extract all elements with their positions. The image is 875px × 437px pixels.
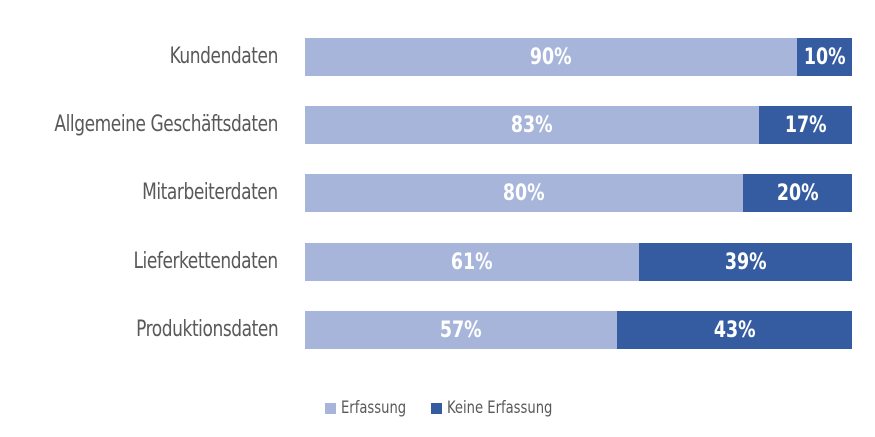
legend-label: Keine Erfassung (446, 398, 553, 418)
legend-label: Erfassung (341, 398, 407, 418)
bar-row: Lieferkettendaten 61% 39% (0, 243, 875, 281)
data-label: 39% (724, 249, 767, 275)
data-label: 83% (511, 112, 553, 138)
legend-swatch-icon (430, 402, 442, 414)
bar-segment-erfassung: 83% (305, 106, 759, 144)
stacked-bar: 83% 17% (305, 106, 852, 144)
data-label: 20% (776, 180, 819, 206)
bar-segment-erfassung: 57% (305, 311, 617, 349)
bar-row: Produktionsdaten 57% 43% (0, 311, 875, 349)
category-label: Mitarbeiterdaten (142, 180, 278, 205)
data-label: 17% (784, 112, 827, 138)
bar-row: Kundendaten 90% 10% (0, 38, 875, 76)
category-label: Produktionsdaten (135, 317, 279, 342)
bar-segment-keine-erfassung: 10% (797, 38, 852, 76)
category-label: Allgemeine Geschäftsdaten (54, 112, 278, 137)
bar-row: Mitarbeiterdaten 80% 20% (0, 174, 875, 212)
legend-item-erfassung: Erfassung (325, 398, 417, 418)
stacked-bar: 57% 43% (305, 311, 852, 349)
data-label: 90% (530, 44, 572, 70)
data-label: 43% (713, 317, 756, 343)
bar-segment-erfassung: 90% (305, 38, 798, 76)
stacked-bar: 90% 10% (305, 38, 852, 76)
chart-legend: Erfassung Keine Erfassung (325, 397, 583, 419)
bar-row: Allgemeine Geschäftsdaten 83% 17% (0, 106, 875, 144)
bar-segment-erfassung: 61% (305, 243, 639, 281)
bar-segment-keine-erfassung: 20% (742, 174, 852, 212)
category-label: Kundendaten (169, 44, 279, 69)
stacked-bar: 80% 20% (305, 174, 852, 212)
category-label: Lieferkettendaten (133, 249, 279, 274)
data-label: 57% (440, 317, 482, 343)
data-label: 10% (803, 44, 846, 70)
bar-segment-erfassung: 80% (305, 174, 743, 212)
legend-item-keine-erfassung: Keine Erfassung (430, 398, 570, 418)
stacked-bar: 61% 39% (305, 243, 852, 281)
bar-segment-keine-erfassung: 43% (616, 311, 852, 349)
bar-segment-keine-erfassung: 17% (759, 106, 852, 144)
data-label: 61% (450, 249, 493, 275)
bar-segment-keine-erfassung: 39% (638, 243, 852, 281)
legend-swatch-icon (325, 402, 336, 414)
data-label: 80% (502, 180, 545, 206)
